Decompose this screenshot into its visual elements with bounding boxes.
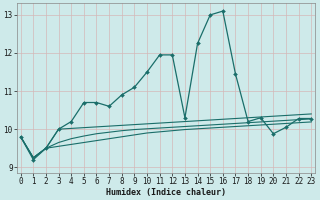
X-axis label: Humidex (Indice chaleur): Humidex (Indice chaleur) bbox=[106, 188, 226, 197]
